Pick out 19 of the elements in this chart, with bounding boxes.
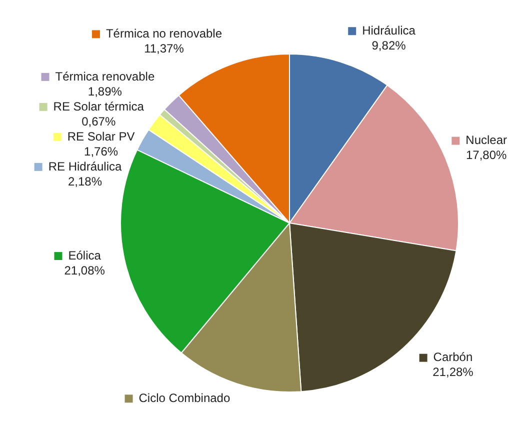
legend-label: RE Solar térmica <box>53 99 144 114</box>
legend-label: RE Solar PV <box>67 129 135 144</box>
data-label: 21,28% <box>432 365 474 380</box>
legend-label: Nuclear <box>466 133 508 148</box>
data-label: 1,76% <box>84 144 118 158</box>
legend-label: Hidráulica <box>362 23 416 38</box>
data-label: 0,67% <box>82 114 116 128</box>
legend-label: Térmica no renovable <box>106 26 222 40</box>
data-label: 9,82% <box>372 38 406 52</box>
data-label: 2,18% <box>68 174 102 188</box>
data-label: 21,08% <box>64 263 106 278</box>
data-label: 11,37% <box>144 41 184 56</box>
data-label: 17,80% <box>466 148 508 162</box>
legend-label: Carbón <box>433 350 473 364</box>
legend-label: Ciclo Combinado <box>138 390 230 405</box>
data-label: 1,89% <box>88 84 122 98</box>
legend-label: Térmica renovable <box>55 69 155 84</box>
legend-label: RE Hidráulica <box>48 159 122 174</box>
legend-label: Eólica <box>68 248 102 262</box>
